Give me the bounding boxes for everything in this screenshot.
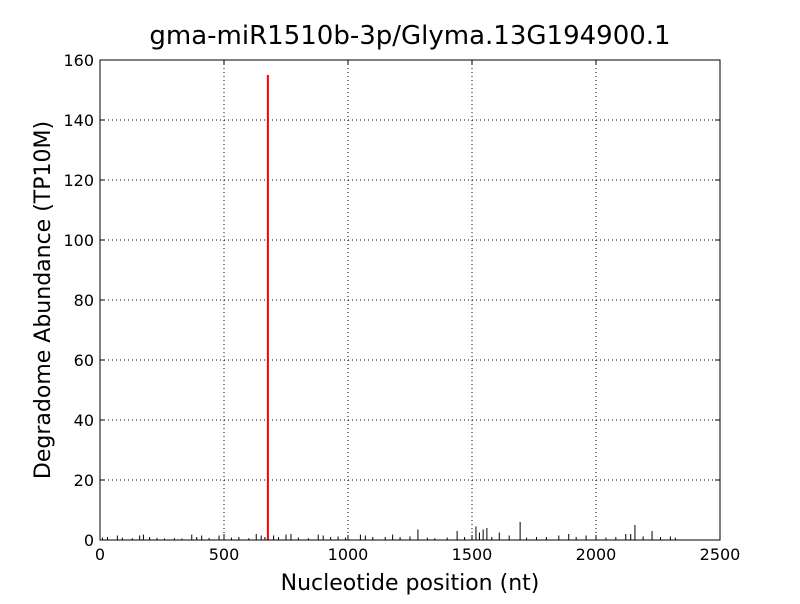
y-tick-label: 100 [63,231,94,250]
y-tick-label: 160 [63,51,94,70]
chart-title: gma-miR1510b-3p/Glyma.13G194900.1 [149,21,670,51]
x-tick-label: 1500 [452,545,493,564]
x-tick-label: 500 [209,545,240,564]
x-axis-label: Nucleotide position (nt) [281,571,540,596]
y-tick-label: 60 [74,351,94,370]
y-axis-label: Degradome Abundance (TP10M) [31,121,56,479]
plot-frame [99,59,721,541]
x-tick-label: 2000 [576,545,617,564]
x-tick-label: 2500 [700,545,741,564]
y-tick-label: 40 [74,411,94,430]
x-tick-label: 1000 [328,545,369,564]
y-tick-label: 140 [63,111,94,130]
y-tick-label: 0 [84,531,94,550]
y-tick-label: 80 [74,291,94,310]
x-tick-label: 0 [95,545,105,564]
y-tick-label: 120 [63,171,94,190]
y-tick-label: 20 [74,471,94,490]
